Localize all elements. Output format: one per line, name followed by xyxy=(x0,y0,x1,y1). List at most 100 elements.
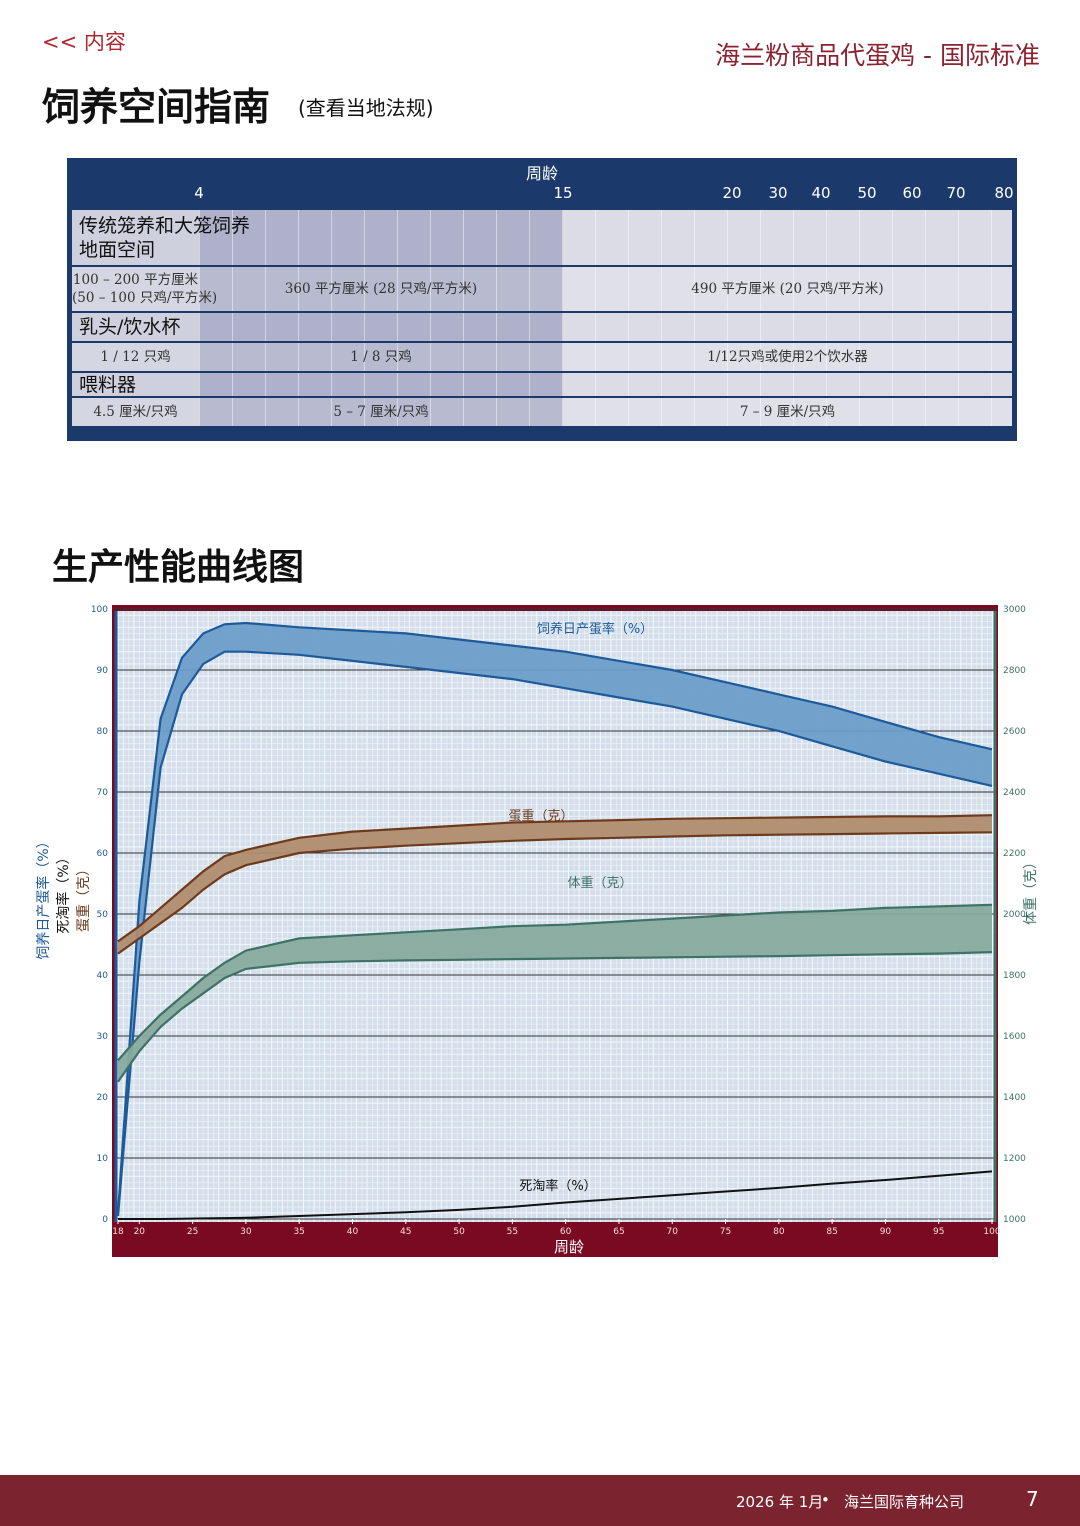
col-shade xyxy=(72,210,199,428)
data-row xyxy=(72,398,1012,426)
cell-line: 5 – 7 厘米/只鸡 xyxy=(333,404,429,420)
x-tick-label: 35 xyxy=(293,1227,304,1237)
section-row xyxy=(72,313,1012,341)
x-tick-label: 95 xyxy=(933,1227,944,1237)
table-cell: 360 平方厘米 (28 只鸡/平方米) xyxy=(199,267,563,311)
col-line xyxy=(331,210,332,428)
cell-line: 1/12只鸡或使用2个饮水器 xyxy=(707,349,868,365)
y-tick-label: 50 xyxy=(97,910,109,920)
axis-label: 饲养日产蛋率（%） xyxy=(35,834,52,959)
x-tick-label: 100 xyxy=(983,1227,1000,1237)
axis-label: 体重（克） xyxy=(1023,855,1039,925)
age-tick: 15 xyxy=(553,184,573,202)
cell-line: 360 平方厘米 (28 只鸡/平方米) xyxy=(284,281,478,297)
y-tick-label: 60 xyxy=(97,849,109,859)
band-lower xyxy=(117,831,993,955)
age-tick: 40 xyxy=(811,184,831,202)
cell-line: 7 – 9 厘米/只鸡 xyxy=(739,404,836,420)
cell-line: 490 平方厘米 (20 只鸡/平方米) xyxy=(691,281,884,297)
col-line xyxy=(232,210,233,428)
row-line xyxy=(72,426,1012,428)
x-tick-label: 75 xyxy=(720,1227,731,1237)
y2-tick-label: 1000 xyxy=(1003,1215,1026,1225)
band-area xyxy=(118,904,992,1082)
band-upper xyxy=(116,621,993,1213)
x-tick-label: 85 xyxy=(826,1227,837,1237)
col-line xyxy=(661,210,662,428)
axis-label: 蛋重（克） xyxy=(76,862,92,932)
cell-line: 1 / 12 只鸡 xyxy=(100,349,171,365)
col-line xyxy=(694,210,695,428)
section-title-line: 地面空间 xyxy=(79,238,156,261)
x-tick-label: 60 xyxy=(560,1227,572,1237)
y-tick-label: 100 xyxy=(91,605,108,615)
table-cell: 100 – 200 平方厘米 (50 – 100 只鸡/平方米) xyxy=(72,267,218,311)
y-tick-label: 20 xyxy=(97,1093,109,1103)
col-line xyxy=(364,210,365,428)
age-tick: 80 xyxy=(994,184,1014,202)
band-lower xyxy=(116,650,993,1217)
band-upper xyxy=(117,903,993,1062)
age-tick: 20 xyxy=(722,184,742,202)
footer-date: 2026 年 1月 xyxy=(736,1493,824,1511)
page-title: 饲养空间指南 xyxy=(42,85,271,129)
col-line xyxy=(991,210,992,428)
y2-tick-label: 1600 xyxy=(1003,1032,1026,1042)
y2-tick-label: 3000 xyxy=(1003,605,1026,615)
brand: 海兰粉商品代蛋鸡 - 国际标准 xyxy=(715,41,1040,70)
col-line xyxy=(628,210,629,428)
col-line xyxy=(496,210,497,428)
table-cell: 1/12只鸡或使用2个饮水器 xyxy=(563,343,1012,371)
section-row xyxy=(72,373,1012,396)
cell-line: (50 – 100 只鸡/平方米) xyxy=(72,290,218,306)
chart: 0102030405060708090100100012001400160018… xyxy=(35,605,1039,1257)
series-label: 饲养日产蛋率（%） xyxy=(537,621,653,637)
y-tick-label: 90 xyxy=(97,666,109,676)
x-tick-label: 65 xyxy=(613,1227,624,1237)
col-line xyxy=(463,210,464,428)
series-label: 蛋重（克） xyxy=(508,808,573,824)
col-line xyxy=(265,210,266,428)
col-line xyxy=(199,210,200,428)
x-tick-label: 50 xyxy=(453,1227,465,1237)
col-line xyxy=(430,210,431,428)
row-line xyxy=(72,396,1012,398)
axis-label: 死淘率（%） xyxy=(55,850,72,933)
table-cell: 1 / 8 只鸡 xyxy=(199,343,563,371)
col-line xyxy=(958,210,959,428)
y2-tick-label: 2400 xyxy=(1003,788,1026,798)
y-tick-label: 40 xyxy=(97,971,109,981)
col-line xyxy=(298,210,299,428)
x-tick-label: 25 xyxy=(187,1227,198,1237)
x-tick-label: 20 xyxy=(134,1227,146,1237)
cell-line: 1 / 8 只鸡 xyxy=(350,349,412,365)
col-line xyxy=(760,210,761,428)
y2-tick-label: 1800 xyxy=(1003,971,1026,981)
nav-link[interactable]: << 内容 xyxy=(42,30,126,54)
y2-tick-label: 1200 xyxy=(1003,1154,1026,1164)
col-line xyxy=(826,210,827,428)
y2-tick-label: 2600 xyxy=(1003,727,1026,737)
band-upper xyxy=(117,814,993,943)
series-label: 体重（克） xyxy=(567,875,632,891)
x-tick-label: 40 xyxy=(347,1227,359,1237)
section-row xyxy=(72,210,1012,265)
age-tick: 70 xyxy=(946,184,966,202)
series-label: 死淘率（%） xyxy=(519,1178,596,1194)
table-cell: 490 平方厘米 (20 只鸡/平方米) xyxy=(563,267,1012,311)
col-line xyxy=(397,210,398,428)
footer-separator: • xyxy=(821,1491,830,1509)
section-title-line: 喂料器 xyxy=(79,373,137,396)
y2-tick-label: 1400 xyxy=(1003,1093,1026,1103)
y-tick-label: 70 xyxy=(97,788,109,798)
section-title-line: 乳头/饮水杯 xyxy=(79,316,181,338)
x-tick-label: 80 xyxy=(773,1227,785,1237)
y2-tick-label: 2000 xyxy=(1003,910,1026,920)
x-tick-label: 45 xyxy=(400,1227,411,1237)
x-tick-label: 70 xyxy=(667,1227,679,1237)
y-tick-label: 10 xyxy=(97,1154,109,1164)
line xyxy=(118,1170,993,1220)
age-title: 周龄 xyxy=(525,164,558,183)
col-shade xyxy=(563,210,1012,428)
